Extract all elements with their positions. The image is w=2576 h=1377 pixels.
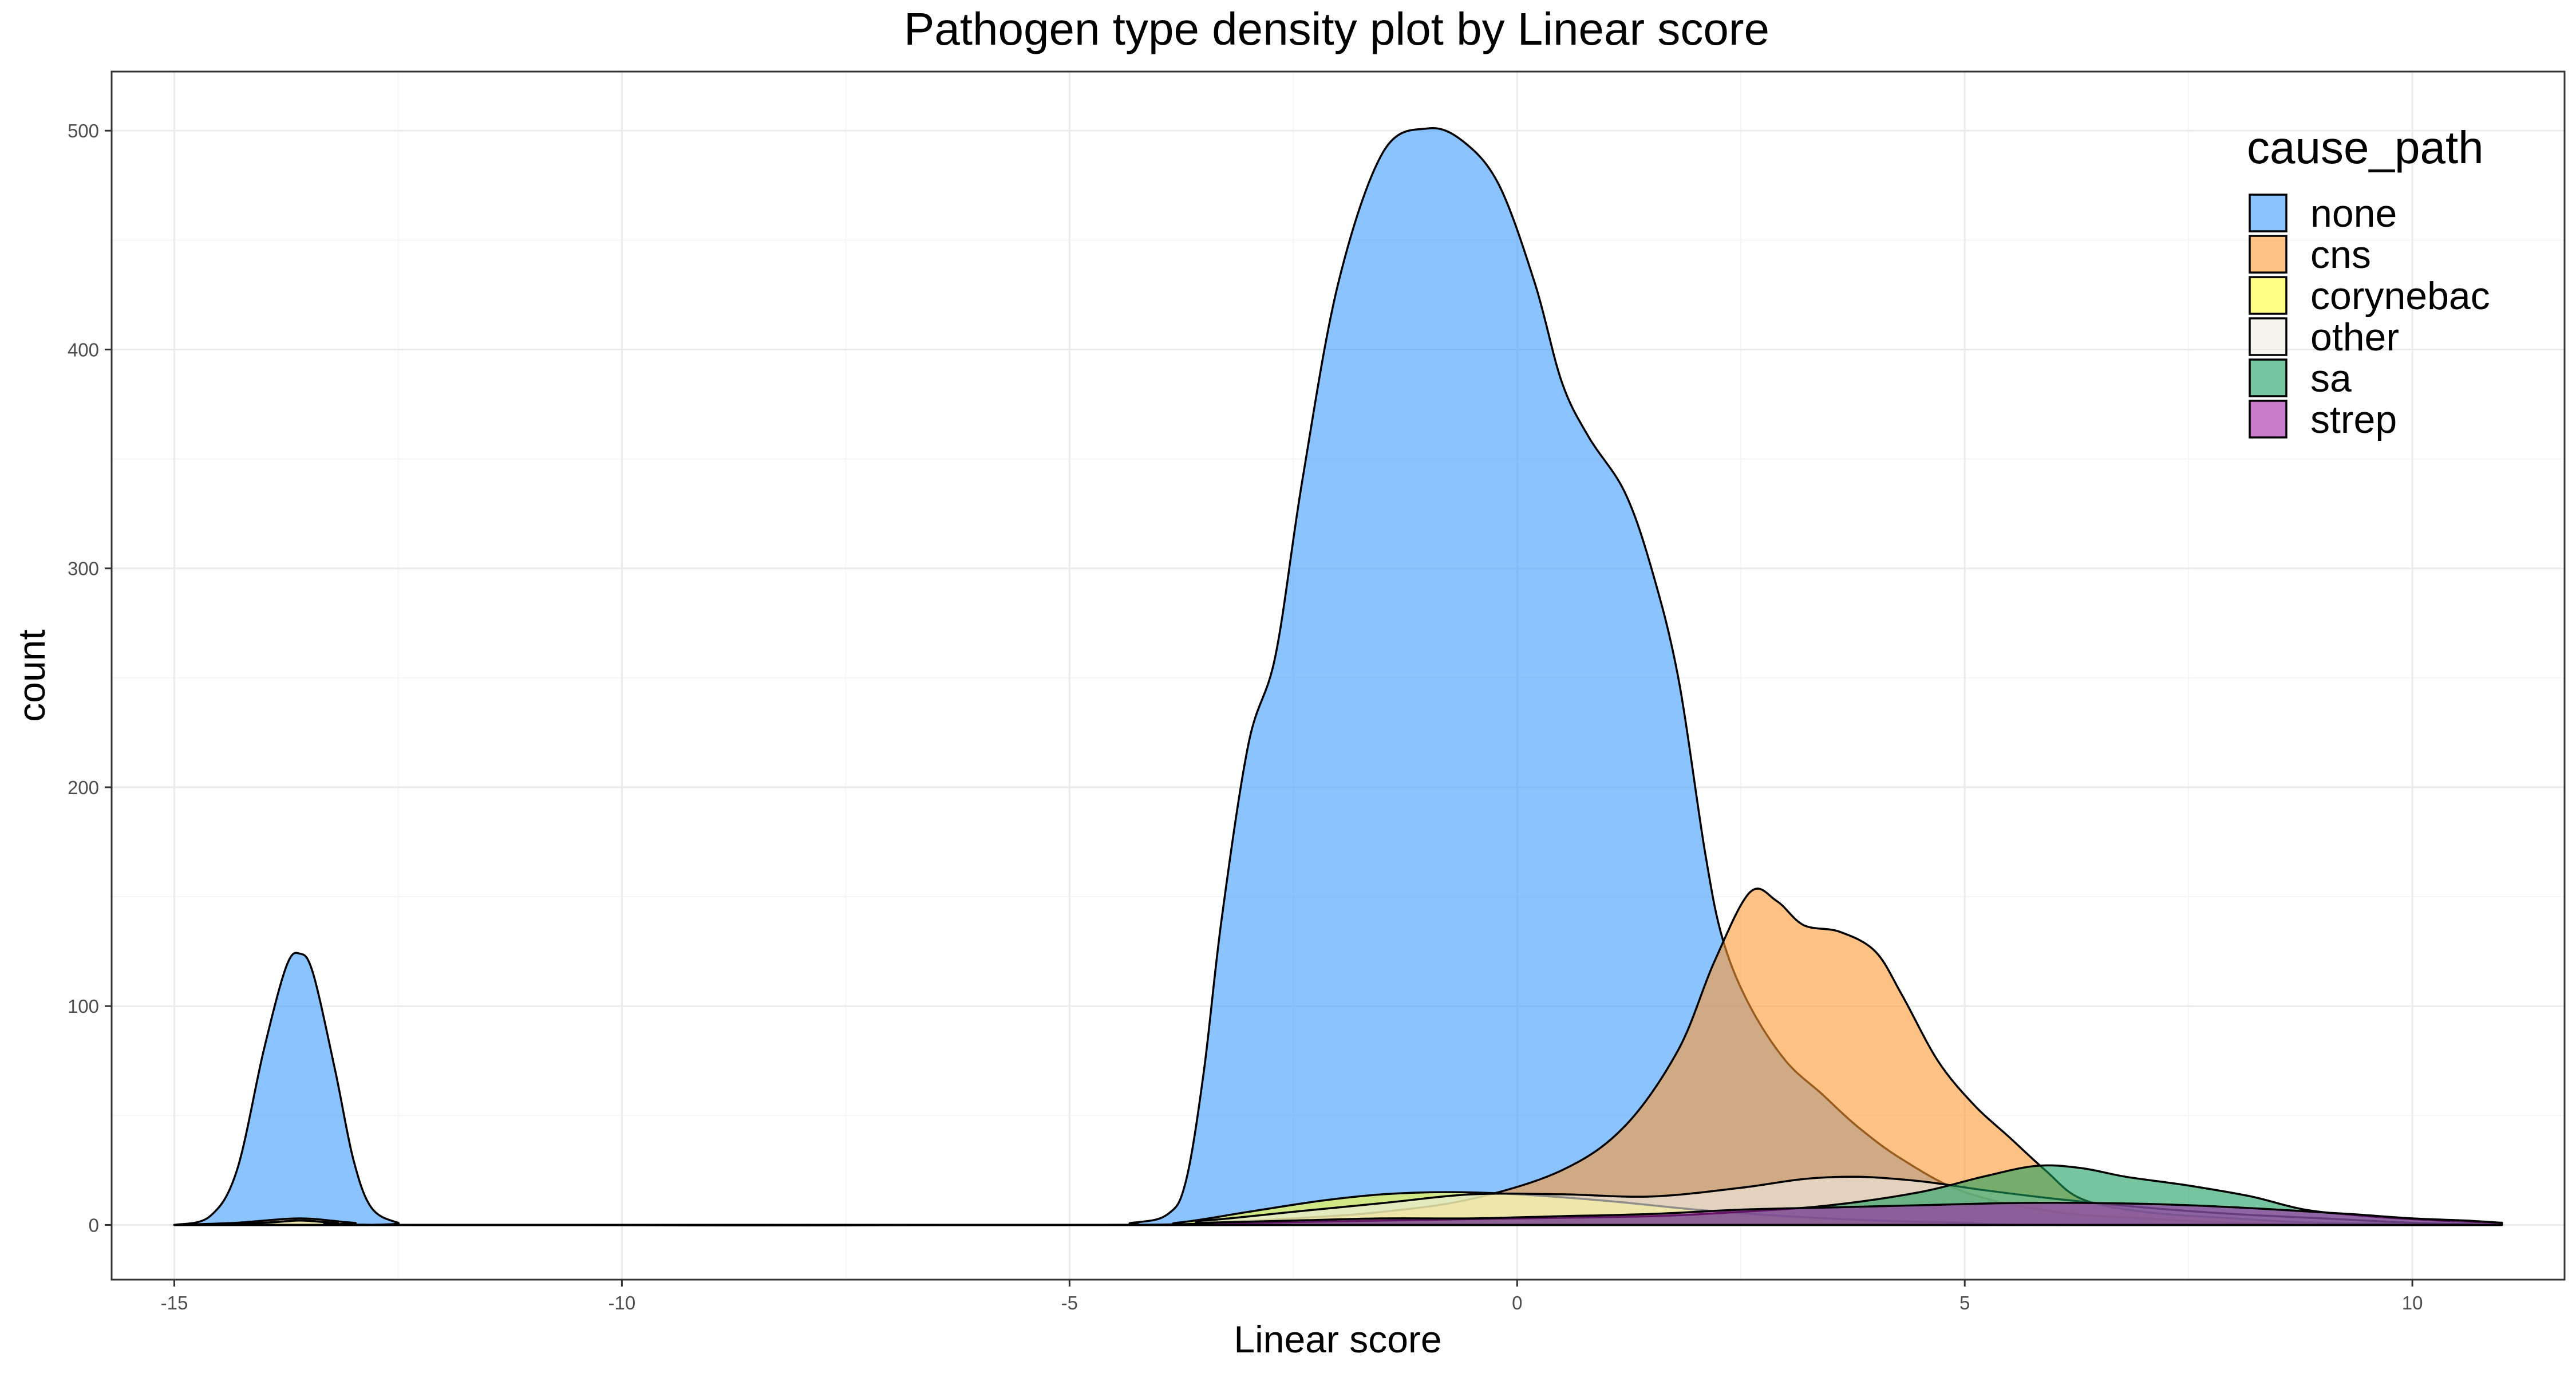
x-tick-label: -15 [161, 1292, 188, 1313]
legend-label-none: none [2310, 192, 2397, 235]
legend-key-sa [2249, 358, 2287, 397]
legend-title: cause_path [2247, 122, 2484, 173]
density-area-strep [173, 1202, 2503, 1226]
legend-label-corynebac: corynebac [2310, 274, 2490, 318]
density-areas [173, 127, 2503, 1226]
y-tick-label: 300 [68, 558, 99, 579]
legend-label-sa: sa [2310, 357, 2352, 400]
x-tick-label: 5 [1959, 1292, 1970, 1313]
y-axis-title: count [10, 629, 53, 721]
y-tick-label: 100 [68, 996, 99, 1017]
x-axis-title: Linear score [1234, 1318, 1441, 1360]
legend-label-cns: cns [2310, 233, 2371, 277]
legend-key-other [2249, 317, 2287, 356]
chart-title: Pathogen type density plot by Linear sco… [904, 3, 1769, 54]
y-tick-label: 400 [68, 339, 99, 360]
x-axis: -15 -10 -5 0 5 10 [161, 1280, 2423, 1313]
y-tick-label: 0 [89, 1214, 99, 1236]
grid-lines [112, 72, 2565, 1280]
y-tick-label: 200 [68, 777, 99, 798]
legend-label-strep: strep [2310, 398, 2397, 441]
plot-panel-border [110, 70, 2566, 1281]
x-tick-label: -5 [1061, 1292, 1078, 1313]
x-tick-label: -10 [609, 1292, 636, 1313]
legend-key-cns [2249, 235, 2287, 274]
x-tick-label: 0 [1512, 1292, 1522, 1313]
legend-key-strep [2249, 400, 2287, 439]
legend-label-other: other [2310, 315, 2399, 359]
x-tick-label: 10 [2402, 1292, 2423, 1313]
y-axis: 0 100 200 300 400 500 [68, 120, 112, 1236]
y-tick-label: 500 [68, 120, 99, 141]
legend-key-none [2249, 194, 2287, 232]
legend-key-corynebac [2249, 276, 2287, 315]
